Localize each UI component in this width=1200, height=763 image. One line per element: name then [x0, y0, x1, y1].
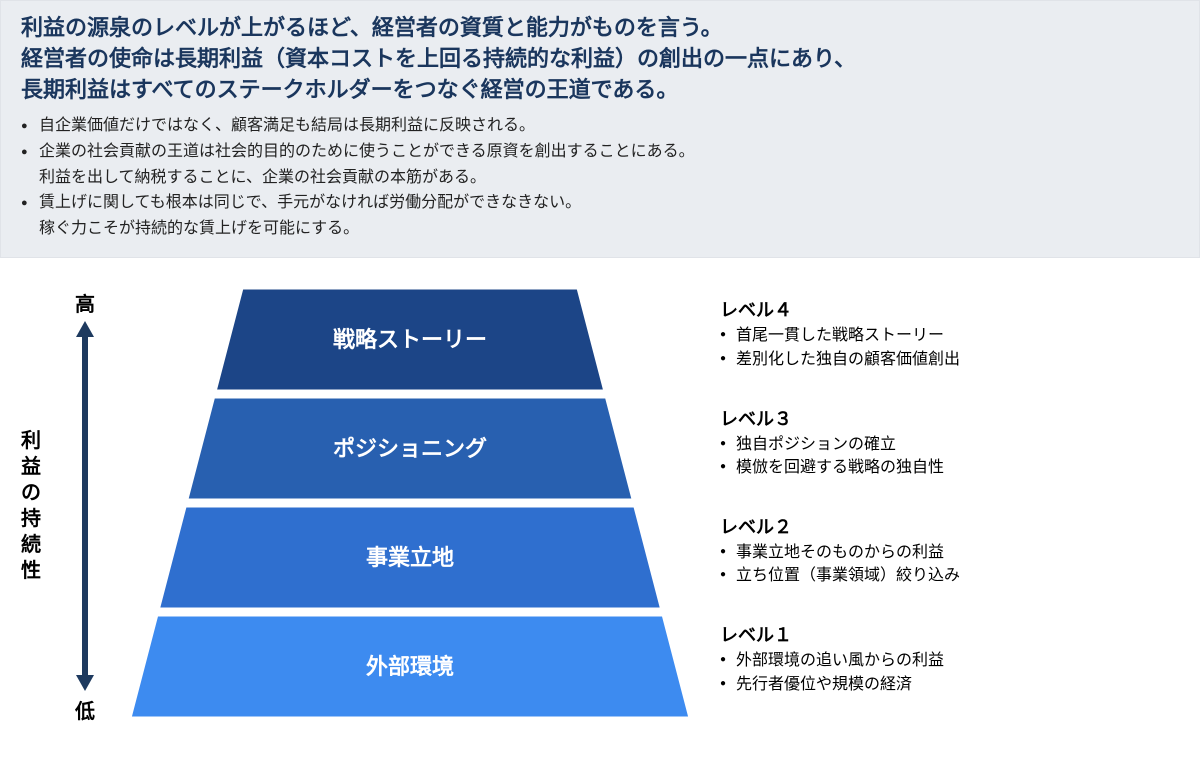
header-bullet: 自企業価値だけではなく、顧客満足も結局は長期利益に反映される。	[39, 113, 1179, 139]
title-line-2: 経営者の使命は長期利益（資本コストを上回る持続的な利益）の創出の一点にあり、	[21, 46, 856, 71]
header-bullet: 賃上げに関しても根本は同じで、手元がなければ労働分配ができなきない。	[39, 190, 1179, 216]
axis-label: 利益の持続性	[21, 428, 41, 584]
header-bullet: 利益を出して納税することに、企業の社会貢献の本筋がある。	[39, 165, 1179, 191]
legend-level-bullets: 外部環境の追い風からの利益先行者優位や規模の経済	[720, 649, 1180, 695]
legend: レベル４首尾一貫した戦略ストーリー差別化した独自の顧客価値創出レベル３独自ポジシ…	[690, 288, 1180, 730]
diagram-area: 高 利益の持続性 低 戦略ストーリーポジショニング事業立地外部環境 レベル４首尾…	[0, 258, 1200, 730]
header-title: 利益の源泉のレベルが上がるほど、経営者の資質と能力がものを言う。 経営者の使命は…	[21, 13, 1179, 105]
legend-level-title: レベル１	[720, 621, 1180, 647]
legend-level: レベル３独自ポジションの確立模倣を回避する戦略の独自性	[720, 405, 1180, 479]
axis-low-label: 低	[75, 695, 95, 724]
pyramid-level-label: 戦略ストーリー	[333, 327, 487, 352]
legend-bullet: 先行者優位や規模の経済	[720, 673, 1180, 696]
title-line-3: 長期利益はすべてのステークホルダーをつなぐ経営の王道である。	[21, 77, 678, 102]
legend-level-title: レベル２	[720, 513, 1180, 539]
legend-level: レベル１外部環境の追い風からの利益先行者優位や規模の経済	[720, 621, 1180, 695]
legend-bullet: 事業立地そのものからの利益	[720, 541, 1180, 564]
pyramid: 戦略ストーリーポジショニング事業立地外部環境	[130, 288, 690, 718]
header-bullet: 稼ぐ力こそが持続的な賃上げを可能にする。	[39, 216, 1179, 242]
pyramid-level-label: 外部環境	[366, 654, 454, 679]
legend-bullet: 模倣を回避する戦略の独自性	[720, 456, 1180, 479]
axis-column: 高 利益の持続性 低	[40, 288, 130, 718]
legend-bullet: 差別化した独自の顧客価値創出	[720, 348, 1180, 371]
pyramid-level-label: ポジショニング	[333, 436, 487, 461]
legend-level-bullets: 事業立地そのものからの利益立ち位置（事業領域）絞り込み	[720, 541, 1180, 587]
legend-level: レベル４首尾一貫した戦略ストーリー差別化した独自の顧客価値創出	[720, 296, 1180, 370]
legend-level-title: レベル３	[720, 405, 1180, 431]
legend-level-bullets: 独自ポジションの確立模倣を回避する戦略の独自性	[720, 433, 1180, 479]
legend-bullet: 外部環境の追い風からの利益	[720, 649, 1180, 672]
axis-high-label: 高	[75, 288, 95, 317]
legend-level-bullets: 首尾一貫した戦略ストーリー差別化した独自の顧客価値創出	[720, 324, 1180, 370]
header-box: 利益の源泉のレベルが上がるほど、経営者の資質と能力がものを言う。 経営者の使命は…	[0, 0, 1200, 258]
legend-bullet: 首尾一貫した戦略ストーリー	[720, 324, 1180, 347]
header-bullet: 企業の社会貢献の王道は社会的目的のために使うことができる原資を創出することにある…	[39, 139, 1179, 165]
pyramid-level-label: 事業立地	[366, 545, 454, 570]
legend-bullet: 独自ポジションの確立	[720, 433, 1180, 456]
legend-level: レベル２事業立地そのものからの利益立ち位置（事業領域）絞り込み	[720, 513, 1180, 587]
legend-bullet: 立ち位置（事業領域）絞り込み	[720, 564, 1180, 587]
header-bullets: 自企業価値だけではなく、顧客満足も結局は長期利益に反映される。企業の社会貢献の王…	[21, 113, 1179, 241]
axis-arrow: 利益の持続性	[76, 321, 94, 691]
title-line-1: 利益の源泉のレベルが上がるほど、経営者の資質と能力がものを言う。	[21, 15, 723, 40]
legend-level-title: レベル４	[720, 296, 1180, 322]
